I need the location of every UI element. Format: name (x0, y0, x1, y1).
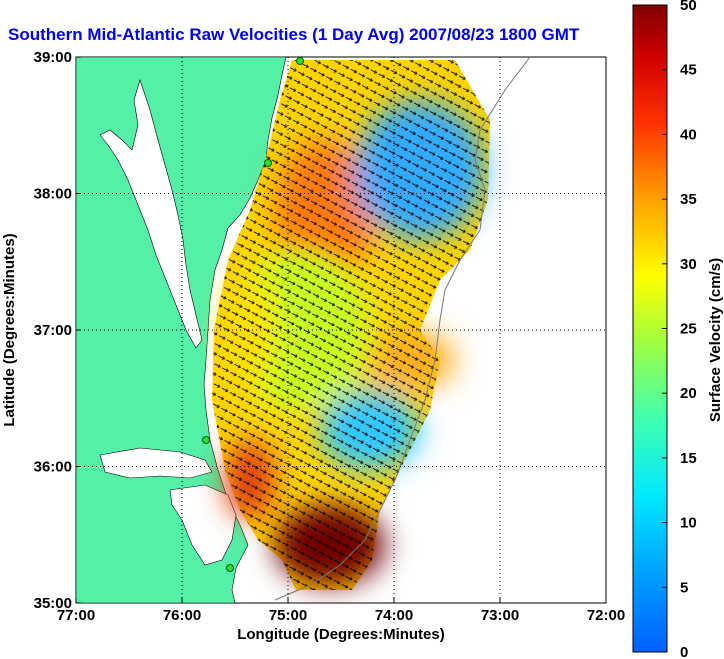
colorbar-tick-label: 5 (680, 579, 688, 596)
station-marker (264, 159, 272, 167)
y-tick-label: 38:00 (34, 186, 72, 203)
colorbar-tick-label: 10 (680, 515, 697, 532)
colorbar-label: Surface Velocity (cm/s) (707, 258, 724, 422)
x-tick-label: 74:00 (375, 607, 413, 624)
grid-lines (76, 57, 606, 603)
pamlico-sound (169, 484, 237, 566)
station-marker (296, 57, 304, 65)
colorbar-tick-label: 25 (680, 321, 697, 338)
x-axis-ticks: 77:00 76:00 75:00 74:00 73:00 72:00 (57, 598, 625, 624)
station-marker (226, 564, 234, 572)
colorbar-ticks: 0 5 10 15 20 25 30 35 40 45 50 (662, 0, 697, 659)
y-axis-label: Latitude (Degrees:Minutes) (1, 233, 18, 426)
shelf-contour (274, 57, 531, 601)
albemarle-sound (99, 447, 213, 479)
y-tick-label: 35:00 (34, 595, 72, 612)
colorbar-tick-label: 15 (680, 450, 697, 467)
colorbar-tick-label: 45 (680, 62, 697, 79)
colorbar-tick-label: 0 (680, 644, 688, 659)
velocity-field (212, 60, 490, 590)
x-axis-label: Longitude (Degrees:Minutes) (237, 626, 445, 643)
y-tick-label: 37:00 (34, 322, 72, 339)
colorbar-tick-label: 30 (680, 256, 697, 273)
x-tick-label: 72:00 (587, 607, 625, 624)
y-tick-label: 39:00 (34, 49, 72, 66)
chesapeake-bay (99, 79, 203, 349)
y-tick-label: 36:00 (34, 459, 72, 476)
x-tick-label: 73:00 (481, 607, 519, 624)
x-tick-label: 75:00 (269, 607, 307, 624)
x-tick-label: 77:00 (57, 607, 95, 624)
station-marker (202, 436, 210, 444)
x-tick-label: 76:00 (163, 607, 201, 624)
colorbar-tick-label: 40 (680, 126, 697, 143)
colorbar-tick-label: 20 (680, 385, 697, 402)
colorbar (632, 4, 668, 653)
chart-title: Southern Mid-Atlantic Raw Velocities (1 … (8, 25, 580, 44)
y-axis-ticks: 35:00 36:00 37:00 38:00 39:00 (34, 49, 81, 612)
colorbar-tick-label: 50 (680, 0, 697, 14)
colorbar-tick-label: 35 (680, 191, 697, 208)
